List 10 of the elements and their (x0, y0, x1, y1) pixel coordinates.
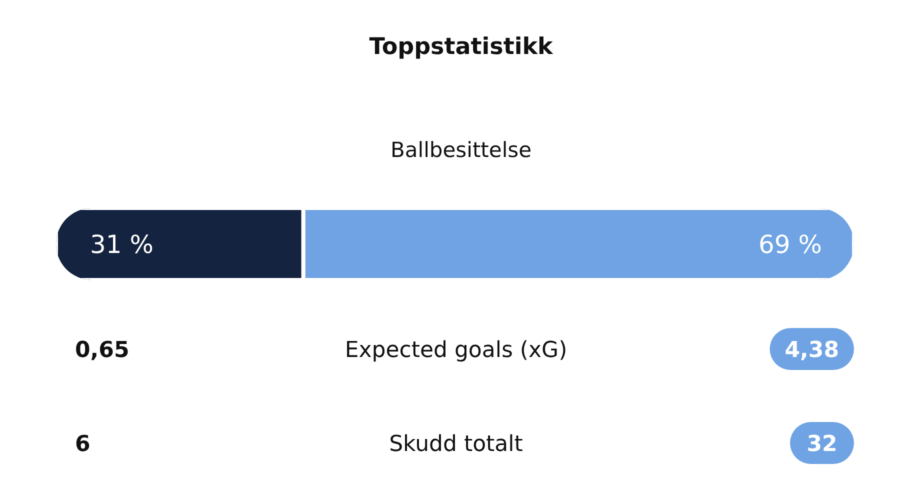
text: 32 (806, 432, 838, 457)
text: Skudd totalt (389, 432, 524, 457)
text: 4,38 (784, 338, 839, 363)
chart-title: Toppstatistikk (369, 34, 554, 60)
text: Expected goals (xG) (344, 338, 568, 363)
chart-subtitle: Ballbesittelse (390, 138, 532, 162)
data-label: 69 % (758, 230, 822, 259)
text: 0,65 (75, 338, 130, 363)
data-label: 31 % (90, 230, 154, 259)
text: 6 (75, 432, 90, 457)
